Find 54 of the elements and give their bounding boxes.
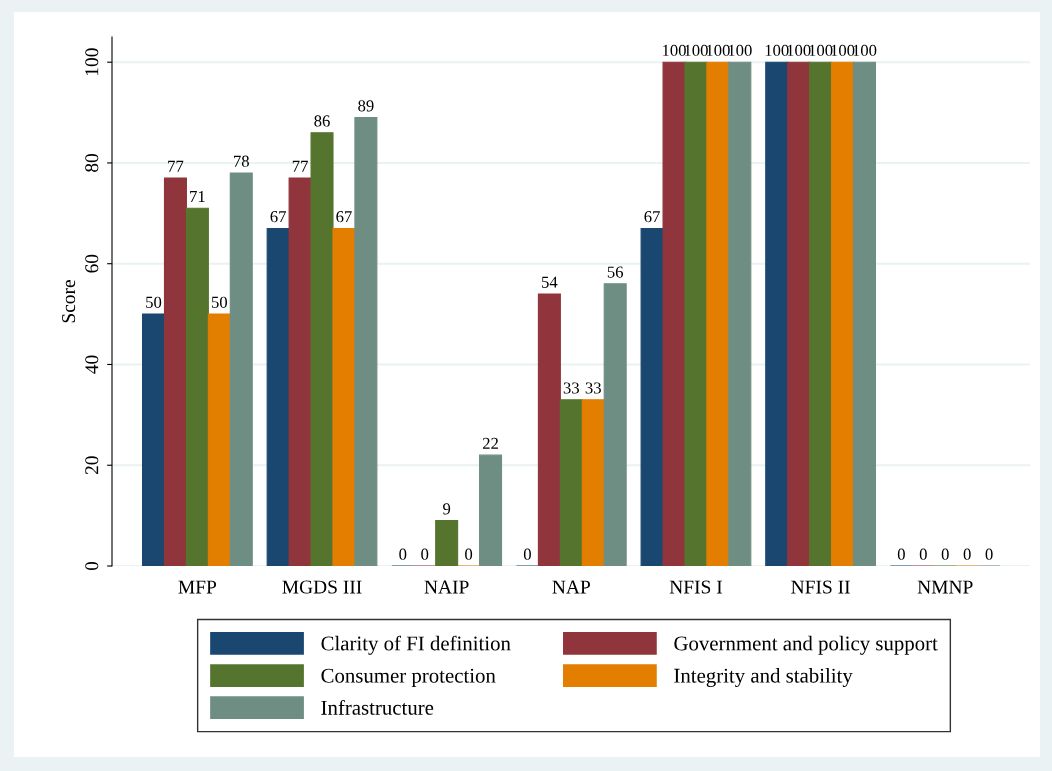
data-label: 0 [963,548,971,560]
legend-label: Government and policy support [674,635,938,655]
data-label: 50 [146,296,162,308]
data-label: 77 [168,160,184,172]
y-tick-label: 80 [85,153,99,172]
data-label: 89 [358,100,374,112]
data-label: 77 [292,160,308,172]
data-label: 100 [662,44,686,57]
y-tick-label: 20 [85,456,99,475]
data-label: 100 [765,44,789,57]
data-label: 56 [607,266,624,278]
data-label: 0 [523,548,531,560]
data-label: 9 [443,503,451,515]
x-tick-label: MGDS III [282,580,362,594]
x-tick-label: MFP [178,580,217,594]
data-label: 33 [563,382,579,394]
legend-label: Integrity and stability [674,668,853,687]
y-tick-label: 60 [85,254,99,273]
y-tick-label: 40 [85,355,99,374]
data-label: 50 [211,296,228,308]
data-label: 100 [809,44,833,57]
data-label: 100 [831,44,855,57]
data-label: 67 [644,211,660,223]
y-axis-title: Score [62,280,76,323]
y-tick-label: 0 [85,561,99,571]
legend-label: Infrastructure [321,699,434,715]
data-label: 0 [985,548,993,560]
x-tick-label: NAP [552,580,590,594]
data-label: 33 [585,382,601,394]
data-label: 0 [465,548,473,560]
data-label: 0 [421,548,429,560]
data-label: 86 [314,115,330,127]
data-label: 71 [190,190,205,202]
data-label: 22 [482,437,498,449]
data-label: 100 [728,44,752,57]
legend-label: Clarity of FI definition [321,635,511,655]
x-tick-label: NMNP [917,580,973,594]
data-label: 0 [941,548,949,560]
x-tick-label: NFIS II [791,580,850,594]
x-tick-label: NFIS I [669,580,723,594]
y-tick-label: 100 [85,48,99,76]
data-label: 100 [853,44,877,57]
data-label: 67 [336,211,352,223]
x-tick-label: NAIP [424,580,469,594]
data-label: 78 [234,155,249,167]
data-label: 67 [270,211,286,223]
legend-label: Consumer protection [321,668,496,687]
data-label: 54 [542,276,558,288]
data-label: 0 [919,548,927,560]
data-label: 0 [399,548,407,560]
data-label: 100 [684,44,708,57]
data-label: 100 [787,44,811,57]
data-label: 100 [706,44,730,57]
data-label: 0 [897,548,905,560]
